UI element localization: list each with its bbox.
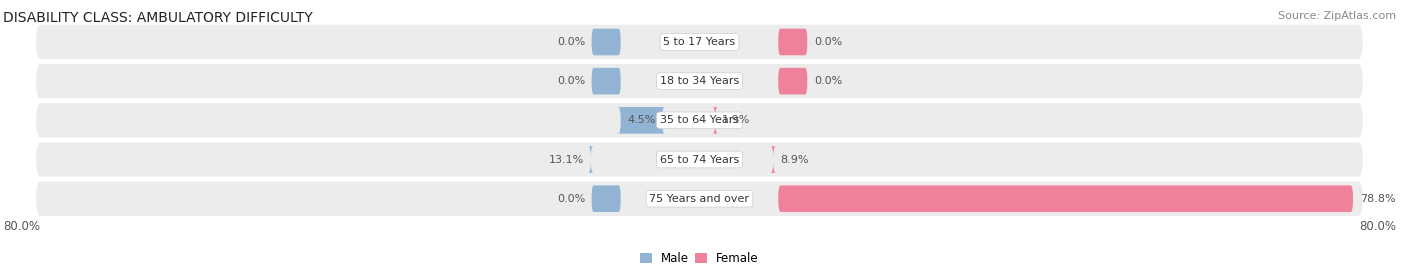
Text: 18 to 34 Years: 18 to 34 Years: [659, 76, 740, 86]
FancyBboxPatch shape: [592, 68, 620, 95]
FancyBboxPatch shape: [713, 107, 717, 134]
Text: 0.0%: 0.0%: [814, 37, 842, 47]
FancyBboxPatch shape: [592, 185, 620, 212]
FancyBboxPatch shape: [592, 29, 620, 55]
FancyBboxPatch shape: [37, 25, 1362, 59]
FancyBboxPatch shape: [779, 29, 807, 55]
Text: 4.5%: 4.5%: [627, 115, 655, 125]
Text: 80.0%: 80.0%: [1360, 220, 1396, 233]
Text: 78.8%: 78.8%: [1360, 194, 1395, 204]
FancyBboxPatch shape: [770, 146, 776, 173]
FancyBboxPatch shape: [37, 64, 1362, 98]
Legend: Male, Female: Male, Female: [636, 247, 763, 268]
FancyBboxPatch shape: [779, 68, 807, 95]
Text: Source: ZipAtlas.com: Source: ZipAtlas.com: [1278, 12, 1396, 21]
FancyBboxPatch shape: [779, 185, 1353, 212]
FancyBboxPatch shape: [37, 142, 1362, 177]
Text: 35 to 64 Years: 35 to 64 Years: [659, 115, 740, 125]
Text: 65 to 74 Years: 65 to 74 Years: [659, 155, 740, 165]
Text: 13.1%: 13.1%: [548, 155, 583, 165]
Text: 75 Years and over: 75 Years and over: [650, 194, 749, 204]
FancyBboxPatch shape: [37, 103, 1362, 137]
Text: 8.9%: 8.9%: [780, 155, 808, 165]
Text: 5 to 17 Years: 5 to 17 Years: [664, 37, 735, 47]
Text: 0.0%: 0.0%: [814, 76, 842, 86]
Text: 80.0%: 80.0%: [3, 220, 39, 233]
Text: 0.0%: 0.0%: [557, 194, 585, 204]
FancyBboxPatch shape: [619, 107, 665, 134]
FancyBboxPatch shape: [37, 181, 1362, 216]
Text: DISABILITY CLASS: AMBULATORY DIFFICULTY: DISABILITY CLASS: AMBULATORY DIFFICULTY: [3, 12, 312, 25]
Text: 0.0%: 0.0%: [557, 76, 585, 86]
Text: 1.9%: 1.9%: [721, 115, 751, 125]
FancyBboxPatch shape: [588, 146, 593, 173]
Text: 0.0%: 0.0%: [557, 37, 585, 47]
